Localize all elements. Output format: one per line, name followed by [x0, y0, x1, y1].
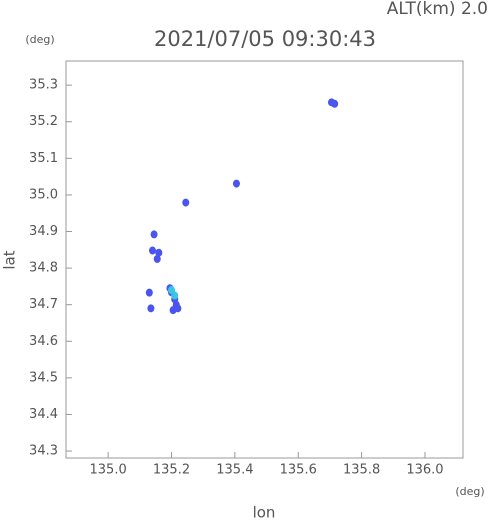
echo: [150, 230, 158, 239]
y-tick-label: 34.5: [29, 370, 58, 385]
chart-title: 2021/07/05 09:30:43: [154, 27, 376, 51]
y-tick-label: 35.0: [29, 187, 58, 202]
plot-frame: [65, 60, 464, 459]
echo: [153, 254, 161, 263]
x-tick-label: 135.8: [343, 463, 380, 478]
altitude-label: ALT(km) 2.0: [387, 0, 488, 19]
y-tick-label: 34.7: [29, 297, 58, 312]
x-tick-label: 135.2: [153, 463, 190, 478]
y-tick-label: 34.3: [29, 444, 58, 459]
echo: [155, 248, 163, 257]
x-unit: (deg): [455, 485, 484, 498]
echo: [171, 291, 179, 300]
y-tick-label: 34.6: [29, 334, 58, 349]
y-unit: (deg): [25, 33, 54, 46]
y-tick-label: 35.2: [29, 114, 58, 129]
x-tick-label: 135.4: [216, 463, 253, 478]
x-tick-label: 136.0: [406, 463, 443, 478]
y-tick-label: 34.4: [29, 407, 58, 422]
x-tick-label: 135.0: [90, 463, 127, 478]
y-tick-label: 35.1: [29, 151, 58, 166]
echo: [147, 304, 155, 313]
x-tick-label: 135.6: [280, 463, 317, 478]
echo: [174, 304, 182, 313]
y-tick-label: 35.3: [29, 78, 58, 93]
echo: [182, 198, 190, 207]
y-tick-label: 34.8: [29, 261, 58, 276]
x-axis-title: lon: [253, 504, 276, 522]
echo: [331, 99, 339, 108]
echo: [145, 288, 153, 297]
y-tick-label: 34.9: [29, 224, 58, 239]
echo: [232, 179, 240, 188]
y-axis-title: lat: [1, 250, 19, 269]
echo: [148, 246, 156, 255]
